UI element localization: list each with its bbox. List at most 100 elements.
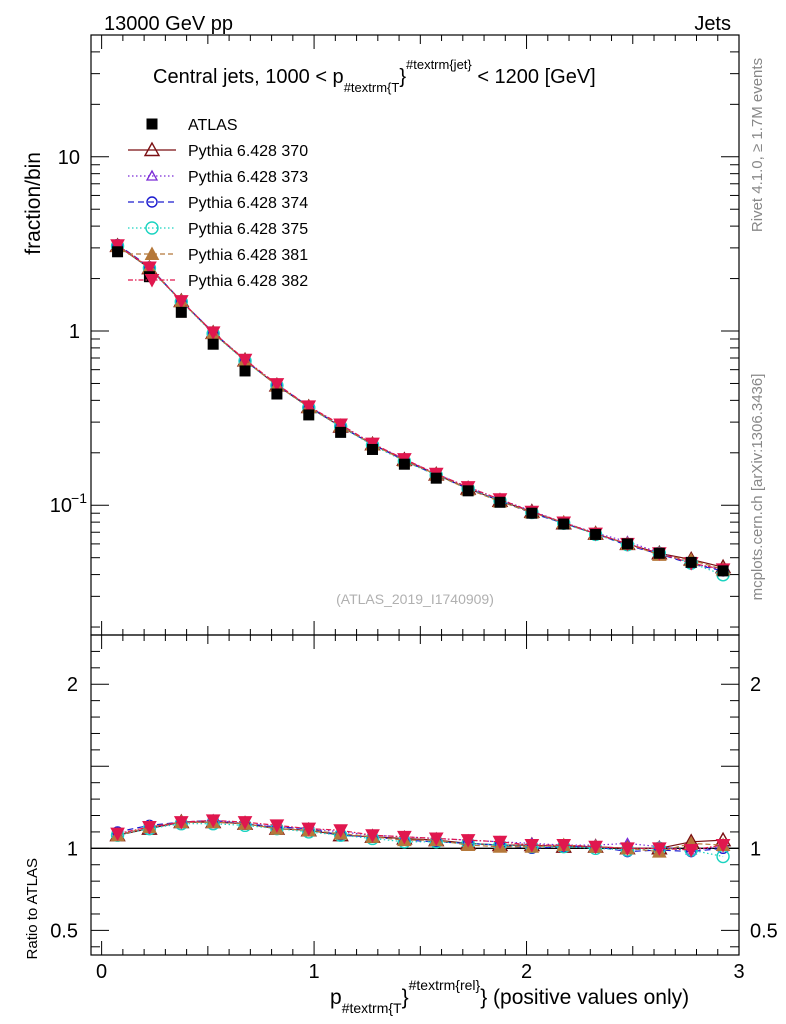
- legend-marker: [145, 221, 159, 235]
- legend: ATLAS Pythia 6.428 370 Pythia 6.428 373 Pyt…: [128, 117, 308, 290]
- ratio-series-marker: [683, 843, 699, 858]
- x-tick-label: 0: [96, 961, 107, 983]
- data-point: [462, 485, 474, 497]
- title-superscript: #textrm{jet}: [406, 57, 472, 72]
- ratio-series-marker: [205, 814, 221, 828]
- main-series-layer: [109, 237, 732, 582]
- legend-marker: [146, 196, 158, 208]
- ratio-series-marker: [588, 840, 603, 855]
- ratio-series-marker: [333, 824, 348, 838]
- legend-marker: [144, 274, 160, 288]
- x-tick-label: 2: [521, 961, 532, 983]
- data-point: [398, 458, 410, 470]
- ratio-series-marker: [428, 832, 444, 847]
- x-label-subscript: #textrm{T: [342, 1000, 402, 1016]
- y-tick-label: 1: [69, 321, 80, 343]
- x-label-rest: } (positive values only): [480, 986, 689, 1009]
- x-label-superscript: #textrm{rel}: [409, 977, 481, 993]
- y-axis-label-bottom: Ratio to ATLAS: [24, 858, 41, 959]
- data-point: [239, 365, 251, 377]
- title-suffix: < 1200 [GeV]: [472, 66, 596, 88]
- legend-label: Pythia 6.428 373: [188, 169, 308, 186]
- legend-marker-atlas: [146, 118, 158, 130]
- ratio-series-marker: [110, 827, 125, 842]
- data-point: [430, 472, 442, 484]
- ratio-series-marker: [397, 830, 412, 845]
- data-point: [271, 388, 283, 400]
- x-label-main: p: [330, 986, 342, 1009]
- series-marker: [173, 295, 189, 309]
- rivet-version-label: Rivet 4.1.0, ≥ 1.7M events: [749, 58, 766, 232]
- data-point: [207, 338, 219, 350]
- series-line: [117, 245, 724, 576]
- ratio-panel-frame: [90, 634, 740, 956]
- series-marker: [301, 400, 317, 414]
- legend-label: Pythia 6.428 374: [188, 195, 308, 212]
- legend-marker: [145, 169, 159, 181]
- series-line: [117, 244, 724, 572]
- ratio-series-marker: [651, 842, 667, 856]
- data-point: [526, 507, 538, 519]
- ratio-y-tick-label: 2: [67, 674, 78, 696]
- x-tick-label: 1: [309, 961, 320, 983]
- legend-label: Pythia 6.428 370: [188, 143, 308, 160]
- ratio-series-marker: [556, 839, 572, 853]
- ratio-series-line: [117, 819, 724, 851]
- plot-title: Central jets, 1000 < p#textrm{T}#textrm{…: [153, 57, 596, 95]
- legend-label: Pythia 6.428 381: [188, 247, 308, 264]
- ratio-series-marker: [620, 842, 635, 856]
- data-point: [494, 496, 506, 508]
- data-point: [717, 565, 729, 577]
- x-label-close: }: [402, 986, 409, 1009]
- ratio-y-tick-label: 0.5: [50, 920, 78, 942]
- ratio-series-marker: [715, 839, 731, 853]
- data-point: [112, 246, 124, 258]
- title-close: }: [399, 66, 406, 88]
- ratio-y-tick-label-right: 1: [750, 838, 761, 860]
- title-prefix: Central jets, 1000 < p: [153, 66, 344, 88]
- y-tick-label: 10: [50, 495, 72, 517]
- series-marker: [110, 239, 125, 253]
- header-energy-label: 13000 GeV pp: [104, 13, 233, 35]
- ratio-y-tick-label-right: 0.5: [750, 920, 778, 942]
- data-point: [367, 443, 379, 455]
- ratio-series-marker: [365, 829, 380, 843]
- data-point: [558, 518, 570, 530]
- ratio-series-line: [117, 823, 724, 858]
- data-point: [685, 556, 697, 568]
- series-marker: [142, 261, 157, 275]
- data-point: [175, 306, 187, 318]
- legend-label: Pythia 6.428 375: [188, 221, 308, 238]
- analysis-watermark: (ATLAS_2019_I1740909): [336, 591, 494, 607]
- data-point: [590, 528, 602, 540]
- legend-marker: [144, 246, 160, 260]
- y-axis-label-top: fraction/bin: [22, 152, 45, 255]
- ratio-series-marker: [173, 816, 189, 830]
- series-line: [117, 244, 724, 571]
- x-tick-label: 3: [733, 961, 744, 983]
- ratio-series-layer: [109, 813, 732, 864]
- ratio-series-marker: [301, 822, 317, 837]
- x-axis-label: p#textrm{T}#textrm{rel}} (positive value…: [330, 977, 689, 1016]
- header-jets-label: Jets: [694, 13, 731, 35]
- ratio-series-marker: [237, 816, 253, 830]
- data-point: [621, 538, 633, 550]
- series-marker: [333, 418, 348, 433]
- data-point: [303, 409, 315, 421]
- y-tick-label: 10: [58, 147, 80, 169]
- legend-marker: [143, 141, 161, 157]
- y-tick-label-exponent: −1: [71, 490, 87, 506]
- data-point: [653, 547, 665, 559]
- mcplots-label: mcplots.cern.ch [arXiv:1306.3436]: [749, 374, 766, 601]
- ratio-y-tick-label: 1: [67, 838, 78, 860]
- series-marker: [237, 353, 253, 368]
- title-subscript: #textrm{T: [344, 80, 400, 95]
- data-point: [335, 426, 347, 438]
- ratio-series-marker: [269, 819, 285, 833]
- ratio-series-marker: [142, 821, 157, 835]
- ratio-series-marker: [492, 835, 508, 850]
- legend-label: Pythia 6.428 382: [188, 273, 308, 290]
- series-line: [117, 245, 724, 568]
